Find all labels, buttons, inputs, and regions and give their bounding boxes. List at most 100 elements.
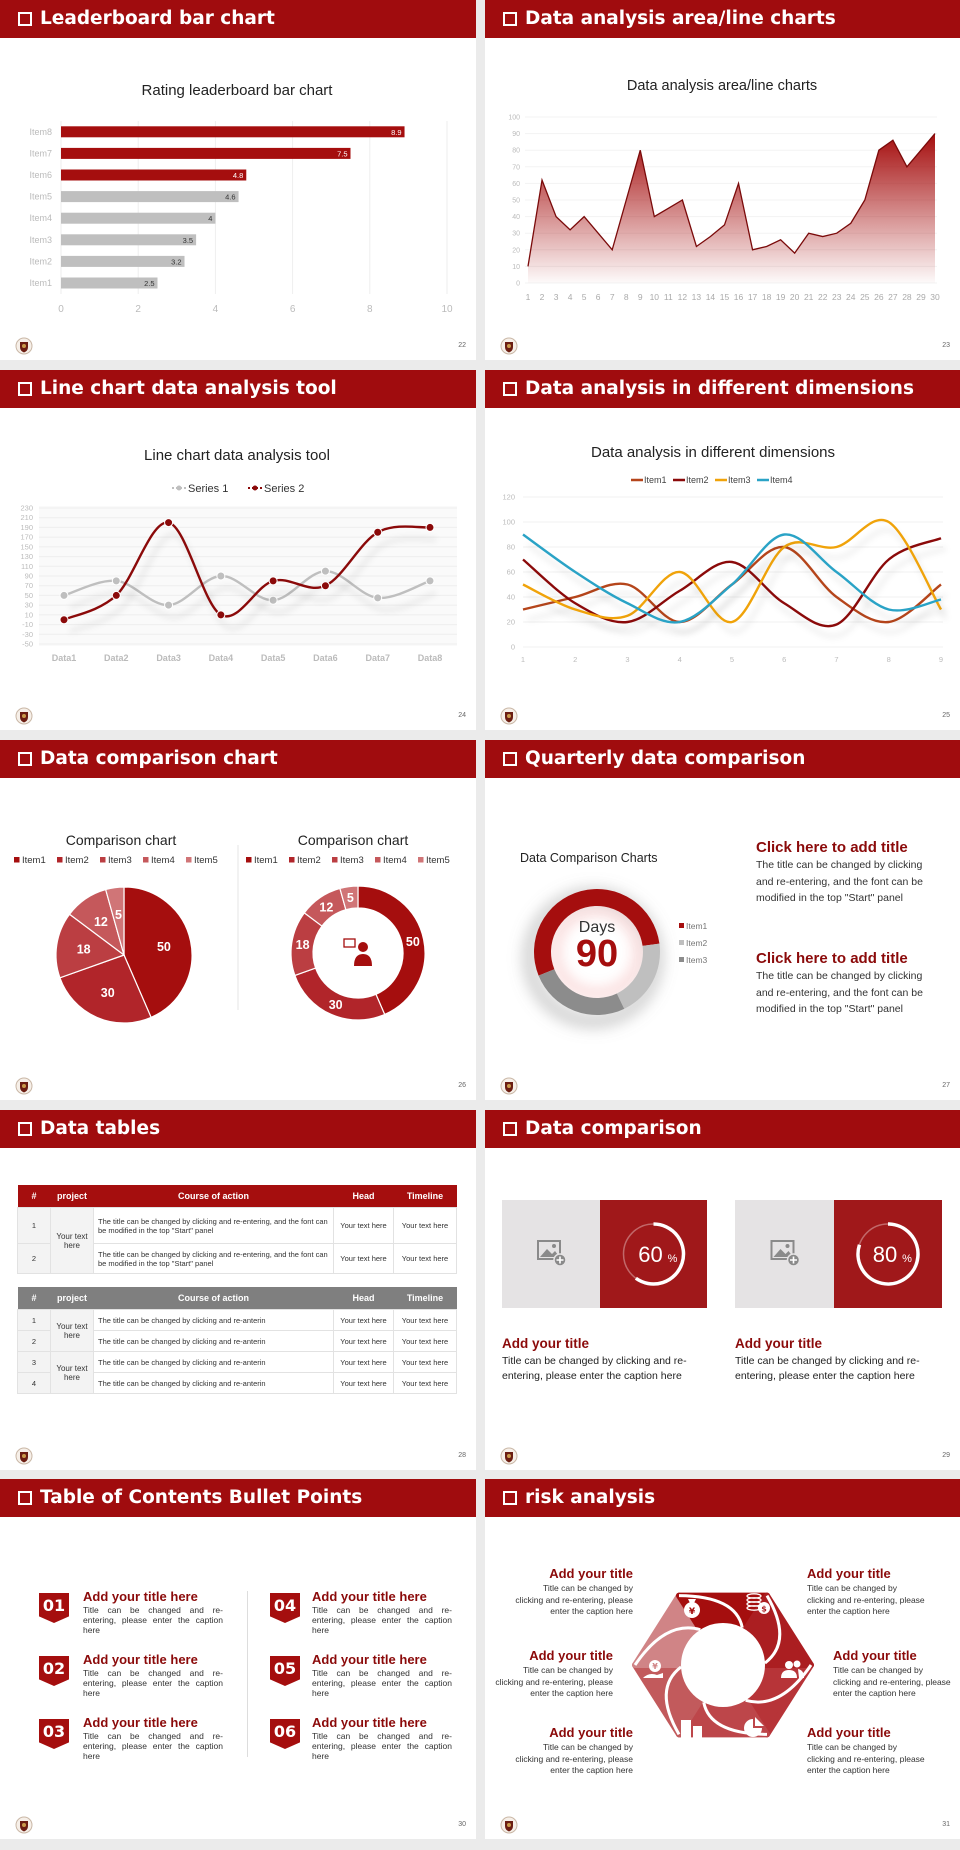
presenter-icon [343,938,372,966]
legend-label: Item4 [151,855,175,866]
series-line [63,521,431,621]
y-tick-label: 130 [20,552,33,561]
x-tick-label: 5 [730,655,734,664]
bar-value-label: 3.2 [171,257,181,266]
y-tick-label: 190 [20,523,33,532]
cell-num: 1 [17,1309,51,1331]
cell-action: The title can be changed by clicking and… [93,1351,334,1373]
item-title[interactable]: Add your title here [312,1715,427,1730]
item-title[interactable]: Add your title here [83,1715,198,1730]
category-label: Item5 [29,192,52,202]
legend-marker [252,485,258,491]
chart-title: Line chart data analysis tool [144,447,330,464]
chart-title: Rating leaderboard bar chart [142,82,334,99]
chart-title: Data Comparison Charts [520,851,658,865]
slide-title: Data tables [40,1118,161,1139]
university-logo [15,707,33,725]
bar-value-label: 3.5 [183,236,193,245]
number-badge: 01 [39,1593,69,1623]
y-tick-label: -50 [22,640,33,649]
col-header: Course of action [93,1185,334,1208]
y-tick-label: 40 [507,593,515,602]
risk-item-title[interactable]: Add your title [807,1725,891,1740]
y-tick-label: 110 [21,562,33,571]
add-image-icon [770,1240,801,1267]
center-hole [681,1623,765,1707]
category-label: Item4 [29,213,52,223]
risk-item-title[interactable]: Add your title [807,1566,891,1581]
block-title[interactable]: Click here to add title [756,839,908,856]
item-title[interactable]: Add your title here [312,1589,427,1604]
x-tick-label: 25 [860,292,870,302]
y-tick-label: 50 [512,198,520,205]
checkbox-icon [18,382,32,396]
item-title[interactable]: Add your title here [83,1652,198,1667]
cell-project: Your text here [50,1351,94,1394]
item-body: Title can be changed and re-entering, pl… [83,1668,223,1698]
data-table-2: # project Course of action Head Timeline… [17,1287,457,1394]
checkbox-icon [18,12,32,26]
donut-segment [616,943,660,1009]
y-tick-label: 80 [507,543,515,552]
y-tick-label: 70 [512,164,520,171]
slide-header: Data tables [0,1110,476,1148]
slice-label: 50 [157,940,171,954]
item-body: Title can be changed and re-entering, pl… [312,1605,452,1635]
people-icon [781,1660,804,1678]
card-title[interactable]: Add your title [502,1336,589,1351]
item-title[interactable]: Add your title here [83,1589,198,1604]
x-tick-label: 8 [624,292,629,302]
bar [61,277,158,289]
x-tick-label: 27 [888,292,898,302]
slide-data-tables: # project Course of action Head Timeline… [0,1110,476,1470]
slide-header: Data comparison [485,1110,960,1148]
mountain-shape [773,1249,792,1257]
y-tick-label: 90 [512,131,520,138]
legend-label: Series 2 [264,483,304,495]
bar-value-label: 8.9 [391,128,401,137]
y-tick-label: 230 [20,504,33,513]
x-tick-label: 29 [916,292,926,302]
legend-label: Item3 [108,855,132,866]
head-shape [358,942,368,952]
x-tick-label: 21 [804,292,814,302]
checkbox-icon [503,382,517,396]
slide-line-chart-tool: Line chart data analysis tool -50 -30 -10 10… [0,370,476,730]
segment-separator [745,1664,813,1704]
legend-swatch [375,857,381,863]
slice-label: 18 [296,938,310,952]
legend-label: Item2 [686,475,709,485]
risk-item-title[interactable]: Add your title [549,1566,633,1581]
y-tick-label: 60 [512,181,520,188]
segment-separator [678,1594,744,1629]
risk-item-title[interactable]: Add your title [529,1648,613,1663]
bar [61,212,216,224]
hand-shape [643,1673,663,1678]
legend-label: Item1 [254,855,278,866]
data-point [268,576,278,586]
item-title[interactable]: Add your title here [312,1652,427,1667]
risk-item-title[interactable]: Add your title [833,1648,917,1663]
series-line [522,533,942,624]
coin-shape [649,1660,661,1672]
block-title[interactable]: Click here to add title [756,950,908,967]
bag-top [688,1599,696,1603]
pie-slice [59,954,152,1024]
x-tick-label: 17 [748,292,758,302]
university-logo [500,1077,518,1095]
card-title[interactable]: Add your title [735,1336,822,1351]
cell-head: Your text here [333,1309,394,1331]
dollar-coin [758,1602,770,1614]
y-tick-label: 40 [512,214,520,221]
risk-item-title[interactable]: Add your title [549,1725,633,1740]
legend-swatch [57,857,63,863]
pie-slice [123,886,193,1019]
page-number: 23 [942,342,950,349]
data-point [373,527,383,537]
legend-swatch [143,857,149,863]
cell-num: 3 [17,1351,51,1373]
series-shadow [68,532,437,635]
series-line [522,518,943,624]
item-body: Title can be changed and re-entering, pl… [83,1731,223,1761]
y-tick-label: 60 [507,568,515,577]
